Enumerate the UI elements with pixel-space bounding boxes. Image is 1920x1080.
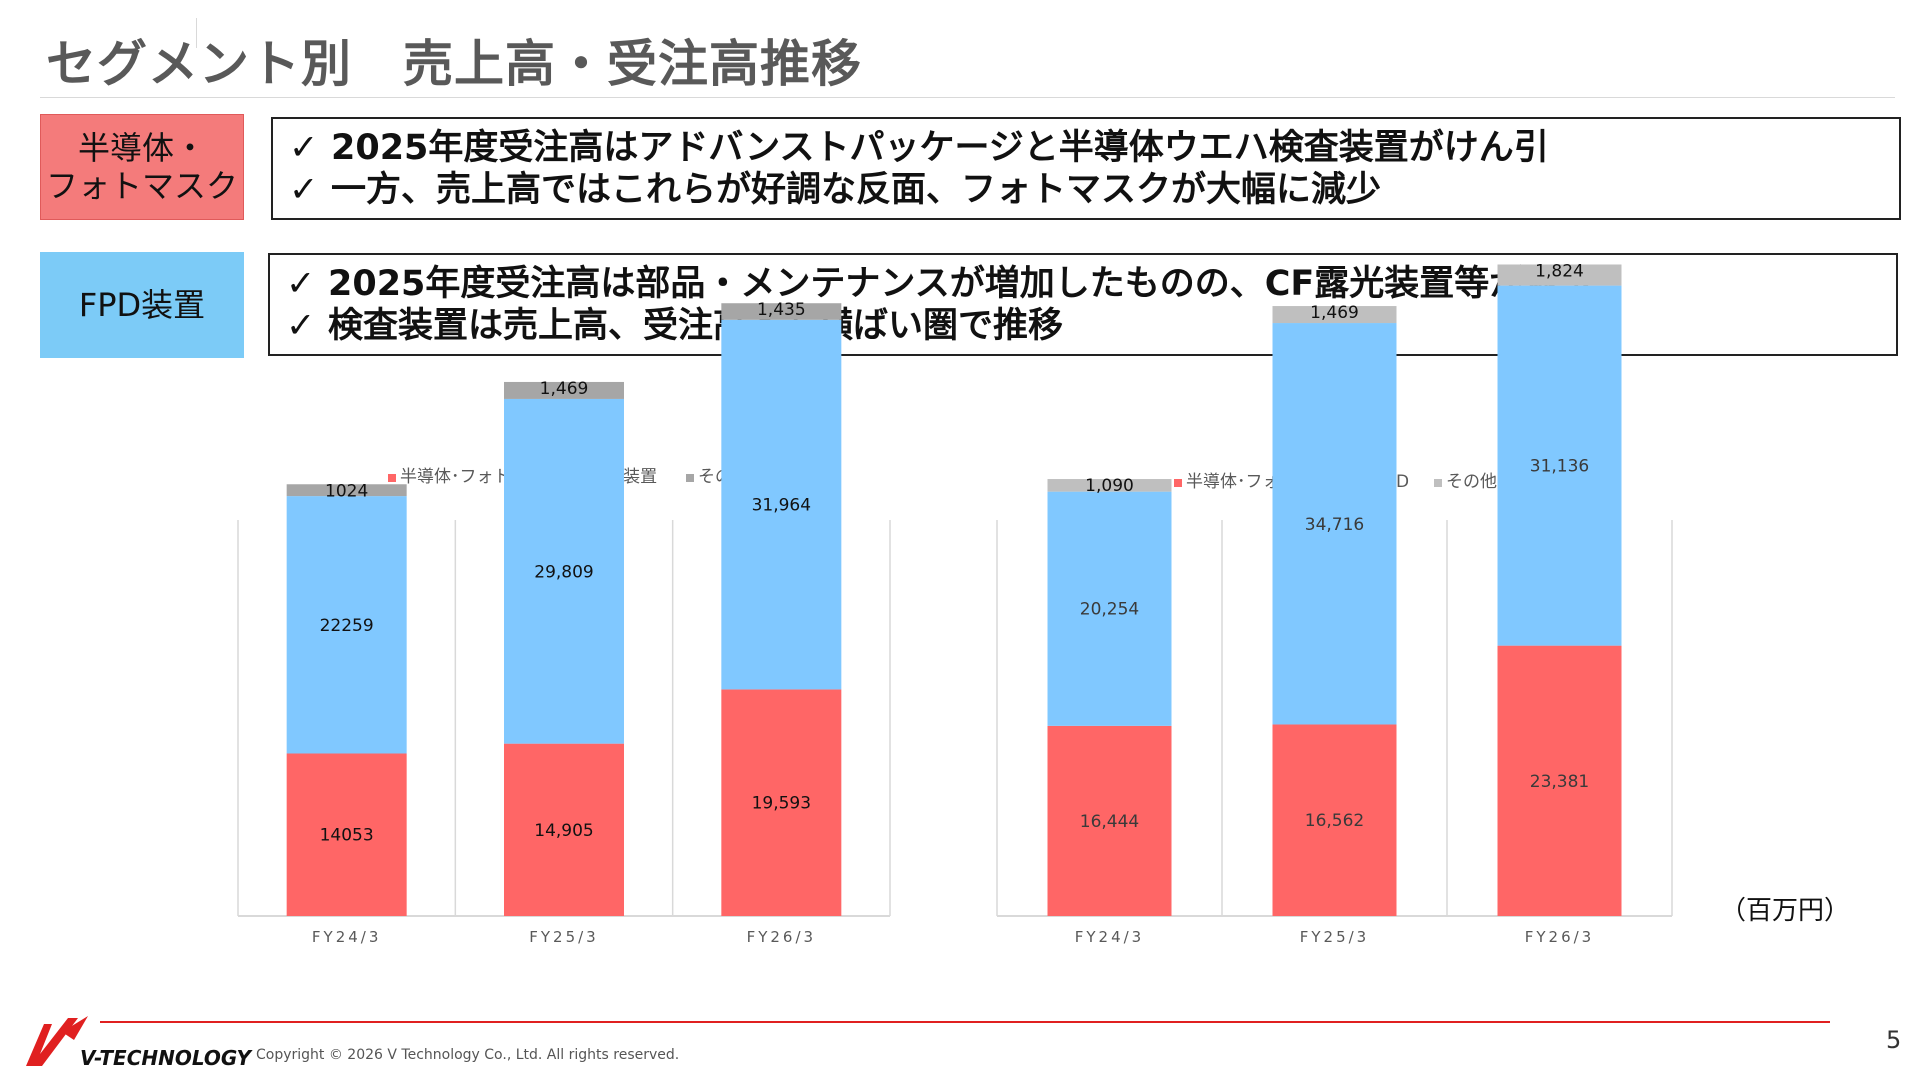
segment-label-fpd-text: FPD装置 bbox=[78, 285, 206, 324]
semiconductor-notes-box: ✓ 2025年度受注高はアドバンストパッケージと半導体ウエハ検査装置がけん引 ✓ 一… bbox=[271, 117, 1901, 220]
company-logo-text: V-TECHNOLOGY bbox=[80, 1046, 251, 1070]
check-icon: ✓ bbox=[289, 170, 319, 210]
data-label: 14053 bbox=[320, 826, 374, 846]
fpd-note-1: ✓ 2025年度受注高は部品・メンテナンスが増加したものの、CF露光装置等が減少 bbox=[286, 263, 1880, 305]
bar-segment bbox=[504, 381, 624, 399]
x-tick-label: FY25/3 bbox=[529, 928, 598, 946]
segment-label-semiconductor: 半導体・ フォトマスク bbox=[40, 114, 244, 220]
unit-label: （百万円） bbox=[1720, 896, 1851, 926]
check-icon: ✓ bbox=[286, 306, 316, 346]
semiconductor-note-1-text: 2025年度受注高はアドバンストパッケージと半導体ウエハ検査装置がけん引 bbox=[331, 128, 1549, 168]
data-label: 1,469 bbox=[1310, 303, 1359, 323]
legend-swatch bbox=[1434, 479, 1442, 487]
data-label: 20,254 bbox=[1080, 600, 1139, 620]
bar-segment bbox=[1497, 285, 1622, 646]
legend-swatch bbox=[1174, 479, 1182, 487]
data-label: 16,562 bbox=[1305, 811, 1364, 831]
bar-segment bbox=[286, 496, 407, 754]
bar-segment bbox=[1272, 323, 1397, 725]
fpd-note-1-text: 2025年度受注高は部品・メンテナンスが増加したものの、CF露光装置等が減少 bbox=[328, 264, 1595, 304]
charts-canvas: 売上高半導体･フォトマスクFPD装置その他14053222591024FY24/… bbox=[237, 261, 1673, 946]
v-technology-logo-icon bbox=[26, 1016, 88, 1066]
check-icon: ✓ bbox=[289, 128, 319, 168]
bar-segment bbox=[1272, 724, 1397, 916]
bar-segment bbox=[1497, 264, 1622, 286]
semiconductor-note-1: ✓ 2025年度受注高はアドバンストパッケージと半導体ウエハ検査装置がけん引 bbox=[289, 127, 1883, 169]
x-tick-label: FY24/3 bbox=[312, 928, 381, 946]
data-label: 1,824 bbox=[1535, 261, 1584, 281]
legend-swatch bbox=[686, 474, 694, 482]
x-tick-label: FY26/3 bbox=[1525, 928, 1594, 946]
bar-segment bbox=[721, 303, 842, 320]
data-label: 1,435 bbox=[757, 300, 806, 320]
footer-divider bbox=[100, 1021, 1830, 1023]
data-label: 23,381 bbox=[1530, 772, 1589, 792]
fpd-notes-box: ✓ 2025年度受注高は部品・メンテナンスが増加したものの、CF露光装置等が減少 … bbox=[268, 253, 1898, 356]
semiconductor-note-2-text: 一方、売上高ではこれらが好調な反面、フォトマスクが大幅に減少 bbox=[331, 170, 1382, 210]
semiconductor-note-2: ✓ 一方、売上高ではこれらが好調な反面、フォトマスクが大幅に減少 bbox=[289, 169, 1883, 211]
fpd-note-2: ✓ 検査装置は売上高、受注高とも横ばい圏で推移 bbox=[286, 305, 1880, 347]
x-tick-label: FY26/3 bbox=[747, 928, 816, 946]
bar-segment bbox=[286, 484, 407, 497]
bar-segment bbox=[504, 743, 624, 916]
legend-label: その他 bbox=[1446, 472, 1497, 492]
title-divider bbox=[40, 97, 1895, 98]
legend-swatch bbox=[388, 474, 396, 482]
bar-segment bbox=[721, 689, 842, 916]
bar-segment bbox=[504, 398, 624, 744]
data-label: 22259 bbox=[320, 616, 374, 636]
segment-label-semiconductor-text: 半導体・ フォトマスク bbox=[45, 128, 238, 205]
bar-segment bbox=[721, 319, 842, 690]
bar-segment bbox=[1497, 645, 1622, 916]
data-label: 31,964 bbox=[752, 496, 811, 516]
copyright-text: Copyright © 2026 V Technology Co., Ltd. … bbox=[256, 1047, 680, 1063]
data-label: 29,809 bbox=[534, 562, 593, 582]
title-divider-tick bbox=[196, 18, 197, 48]
page-number: 5 bbox=[1886, 1026, 1902, 1054]
fpd-note-2-text: 検査装置は売上高、受注高とも横ばい圏で推移 bbox=[328, 306, 1064, 346]
data-label: 16,444 bbox=[1080, 812, 1139, 832]
check-icon: ✓ bbox=[286, 264, 316, 304]
data-label: 31,136 bbox=[1530, 457, 1589, 477]
bar-segment bbox=[286, 753, 407, 916]
data-label: 1,469 bbox=[540, 379, 589, 399]
data-label: 34,716 bbox=[1305, 515, 1364, 535]
x-tick-label: FY24/3 bbox=[1075, 928, 1144, 946]
data-label: 19,593 bbox=[752, 794, 811, 814]
bar-segment bbox=[1047, 479, 1172, 492]
data-label: 1024 bbox=[325, 481, 368, 501]
segment-label-fpd: FPD装置 bbox=[40, 252, 244, 358]
x-tick-label: FY25/3 bbox=[1300, 928, 1369, 946]
page-title: セグメント別 売上高・受注高推移 bbox=[46, 35, 862, 93]
bar-segment bbox=[1047, 725, 1172, 916]
bar-segment bbox=[1272, 306, 1397, 324]
data-label: 14,905 bbox=[534, 821, 593, 841]
data-label: 1,090 bbox=[1085, 476, 1134, 496]
bar-segment bbox=[1047, 491, 1172, 726]
